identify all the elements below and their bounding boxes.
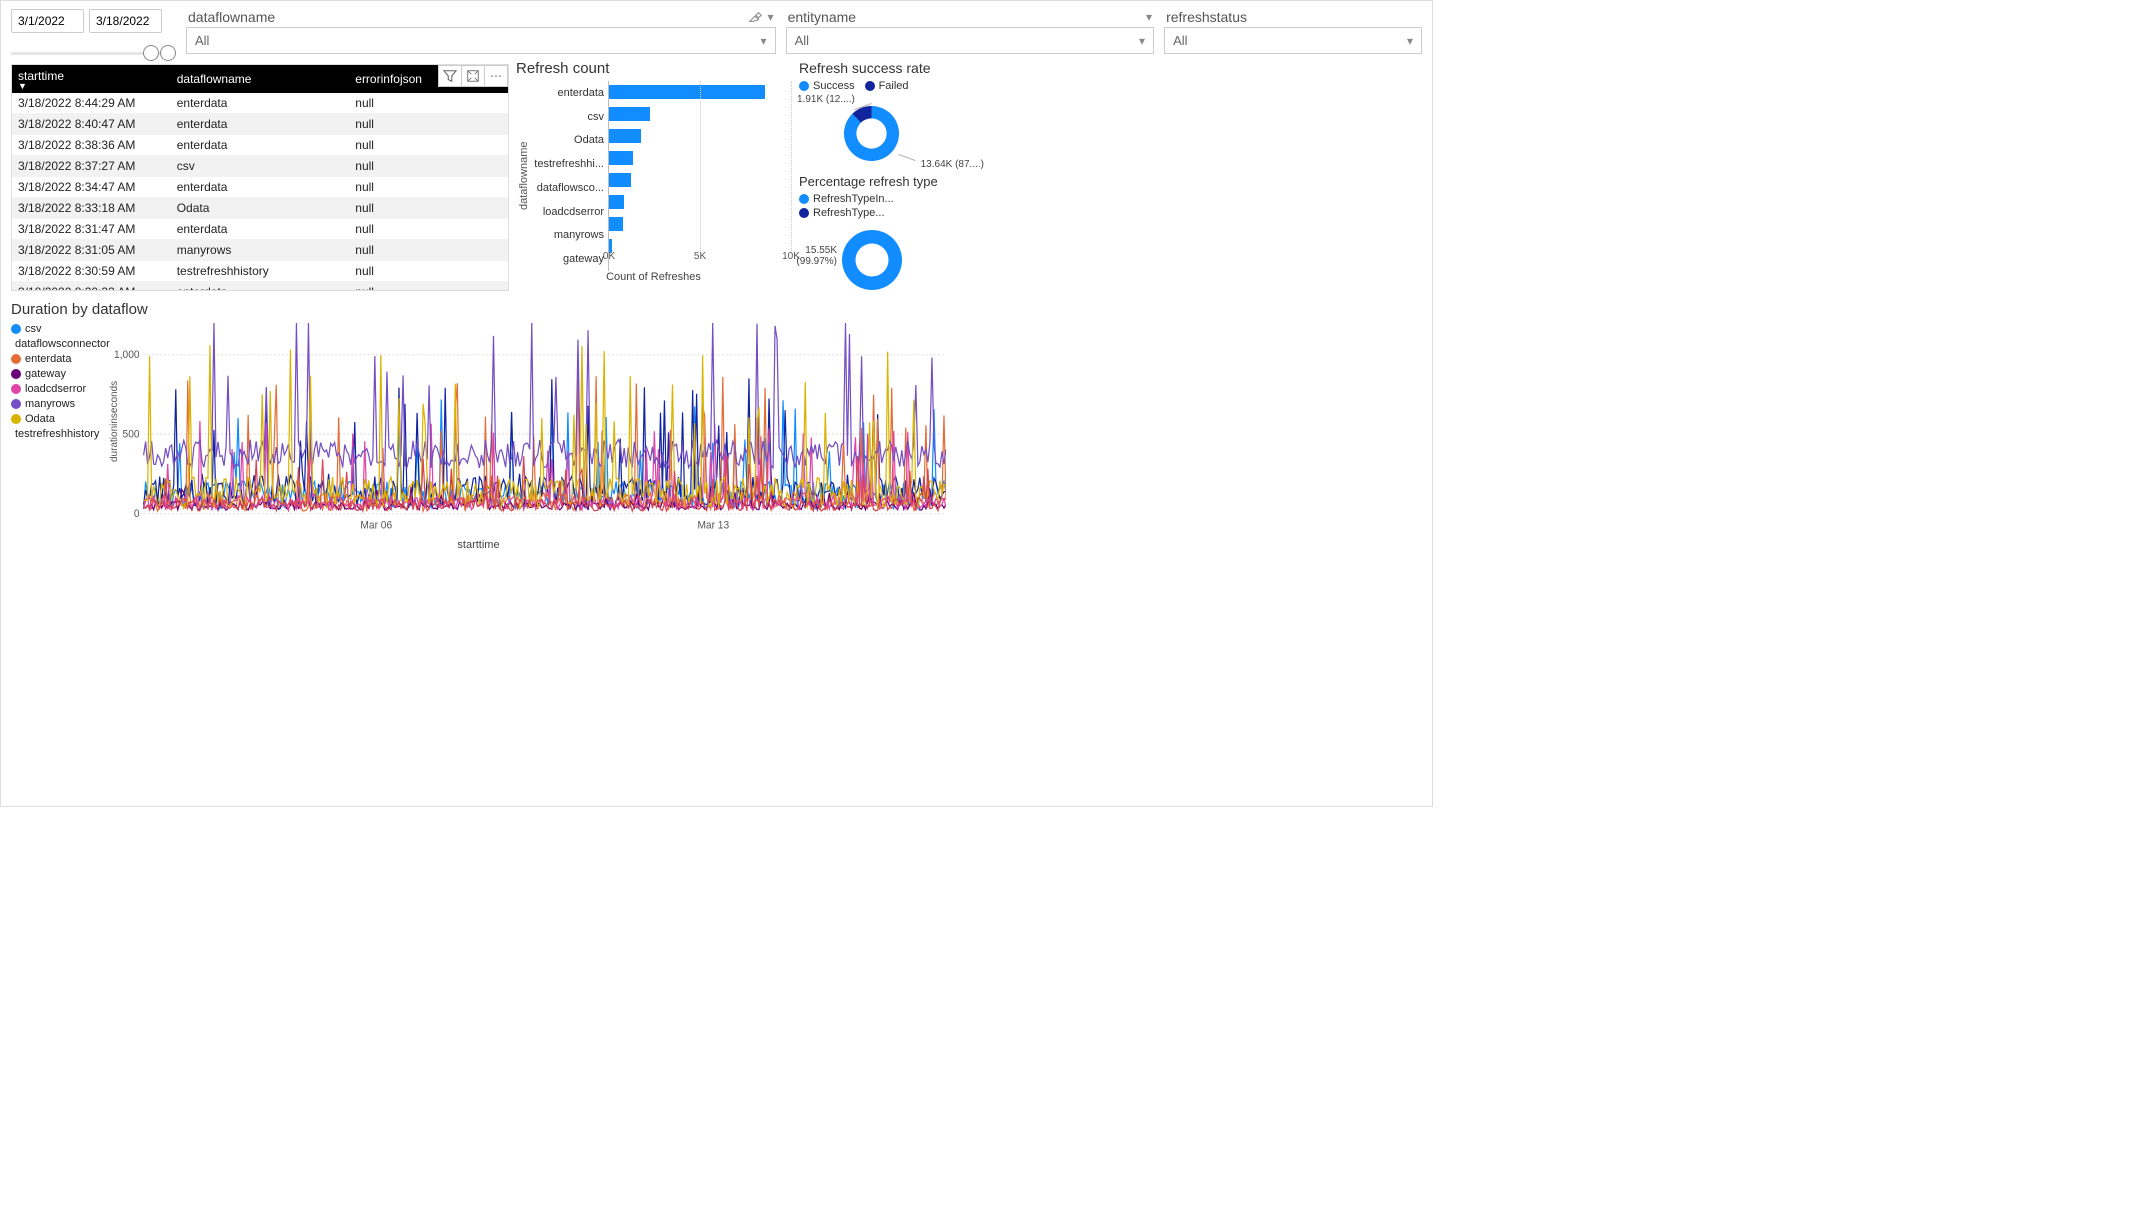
table-toolbar: ⋯ xyxy=(439,65,508,87)
bar[interactable] xyxy=(609,195,624,209)
svg-text:Mar 13: Mar 13 xyxy=(697,520,729,531)
chevron-down-icon: ▾ xyxy=(1407,34,1413,48)
chart-legend: csv dataflowsconnector enterdata gateway loa… xyxy=(11,323,106,443)
date-from-input[interactable] xyxy=(11,9,84,33)
focus-mode-icon[interactable] xyxy=(461,65,485,87)
table-row[interactable]: 3/18/2022 8:31:47 AMenterdatanull xyxy=(12,219,508,240)
chart-legend: Success Failed xyxy=(799,80,944,94)
legend-item[interactable]: testrefreshhistory xyxy=(11,428,96,440)
bar[interactable] xyxy=(609,151,633,165)
legend-item[interactable]: dataflowsconnector xyxy=(11,338,96,350)
right-column: Refresh success rate Success Failed 1.91K… xyxy=(799,60,944,298)
refresh-table[interactable]: ⋯ starttime▼dataflownameerrorinfojson 3/… xyxy=(11,64,509,291)
bar[interactable] xyxy=(609,85,765,99)
bar[interactable] xyxy=(609,129,641,143)
legend-item[interactable]: manyrows xyxy=(11,398,96,410)
legend-item[interactable]: gateway xyxy=(11,368,96,380)
legend-item[interactable]: loadcdserror xyxy=(11,383,96,395)
y-axis-label: dataflowname xyxy=(516,81,530,271)
donut: 1.91K (12....)13.64K (87....) xyxy=(799,98,944,168)
plot-area: 0 500 1,000 Mar 06 Mar 13 xyxy=(111,323,946,533)
slicer-label: entityname xyxy=(788,9,856,25)
slider-knob-to[interactable] xyxy=(160,45,176,61)
slice-label: 1.91K (12....) xyxy=(797,94,855,105)
legend-item[interactable]: csv xyxy=(11,323,96,335)
chart-title: Refresh success rate xyxy=(799,60,944,76)
table-row[interactable]: 3/18/2022 8:33:18 AMOdatanull xyxy=(12,198,508,219)
donut: 15.55K (99.97%) xyxy=(799,225,944,295)
dashboard: dataflowname ▾ All ▾ entityname ▾ All xyxy=(0,0,1433,807)
date-range-slicer xyxy=(11,9,176,61)
table-row[interactable]: 3/18/2022 8:44:29 AMenterdatanull xyxy=(12,93,508,114)
svg-text:0: 0 xyxy=(134,509,140,520)
slider-knob-from[interactable] xyxy=(143,45,159,61)
refresh-count-chart[interactable]: Refresh count dataflowname enterdatacsvO… xyxy=(516,60,791,298)
dataflowname-dropdown[interactable]: All ▾ xyxy=(186,27,776,54)
entityname-slicer: entityname ▾ All ▾ xyxy=(786,9,1154,54)
duration-chart[interactable]: Duration by dataflow csv dataflowsconnect… xyxy=(11,301,946,551)
x-axis: 0K5K10K xyxy=(609,251,791,267)
legend-item[interactable]: RefreshTypeIn... xyxy=(799,193,894,205)
bar[interactable] xyxy=(609,217,623,231)
bars-area: 0K5K10K xyxy=(608,81,791,271)
table-row[interactable]: 3/18/2022 8:30:33 AMenterdatanull xyxy=(12,282,508,291)
refreshstatus-dropdown[interactable]: All ▾ xyxy=(1164,27,1422,54)
bar[interactable] xyxy=(609,107,650,121)
chevron-down-icon: ▾ xyxy=(1139,34,1145,48)
slice-label: 15.55K (99.97%) xyxy=(789,245,837,267)
table-row[interactable]: 3/18/2022 8:38:36 AMenterdatanull xyxy=(12,135,508,156)
table-row[interactable]: 3/18/2022 8:37:27 AMcsvnull xyxy=(12,156,508,177)
slicer-label: dataflowname xyxy=(188,9,275,25)
date-slider[interactable] xyxy=(11,45,176,61)
filter-icon[interactable] xyxy=(438,65,462,87)
legend-item[interactable]: Odata xyxy=(11,413,96,425)
refreshstatus-slicer: refreshstatus All ▾ xyxy=(1164,9,1422,54)
chevron-down-icon: ▾ xyxy=(761,34,767,48)
bar[interactable] xyxy=(609,173,631,187)
entityname-dropdown[interactable]: All ▾ xyxy=(786,27,1154,54)
x-axis-label: Count of Refreshes xyxy=(516,271,791,283)
slicer-label: refreshstatus xyxy=(1166,9,1247,25)
svg-text:1,000: 1,000 xyxy=(114,350,140,361)
legend-item[interactable]: Failed xyxy=(865,80,909,92)
table-row[interactable]: 3/18/2022 8:30:59 AMtestrefreshhistorynu… xyxy=(12,261,508,282)
category-labels: enterdatacsvOdatatestrefreshhi...dataflo… xyxy=(530,81,608,271)
column-header[interactable]: starttime▼ xyxy=(12,65,171,93)
table-row[interactable]: 3/18/2022 8:40:47 AMenterdatanull xyxy=(12,114,508,135)
legend-item[interactable]: RefreshType... xyxy=(799,207,885,219)
column-header[interactable]: dataflowname xyxy=(171,65,350,93)
table-row[interactable]: 3/18/2022 8:34:47 AMenterdatanull xyxy=(12,177,508,198)
table-row[interactable]: 3/18/2022 8:31:05 AMmanyrowsnull xyxy=(12,240,508,261)
filter-bar: dataflowname ▾ All ▾ entityname ▾ All xyxy=(1,1,1432,61)
slice-label: 13.64K (87....) xyxy=(921,159,984,170)
success-rate-chart[interactable]: Refresh success rate Success Failed 1.91K… xyxy=(799,60,944,168)
chart-title: Percentage refresh type xyxy=(799,174,944,189)
svg-text:Mar 06: Mar 06 xyxy=(360,520,392,531)
chart-title: Refresh count xyxy=(516,60,791,77)
eraser-icon[interactable] xyxy=(748,10,762,24)
date-to-input[interactable] xyxy=(89,9,162,33)
chevron-down-icon[interactable]: ▾ xyxy=(1146,10,1152,24)
dataflowname-slicer: dataflowname ▾ All ▾ xyxy=(186,9,776,54)
legend-item[interactable]: Success xyxy=(799,80,855,92)
x-axis-label: starttime xyxy=(457,539,499,551)
chevron-down-icon[interactable]: ▾ xyxy=(768,10,774,24)
svg-text:500: 500 xyxy=(123,429,140,440)
legend-item[interactable]: enterdata xyxy=(11,353,96,365)
data-grid: starttime▼dataflownameerrorinfojson 3/18… xyxy=(12,65,508,290)
chart-title: Duration by dataflow xyxy=(11,301,946,318)
refresh-type-chart[interactable]: Percentage refresh type RefreshTypeIn...… xyxy=(799,174,944,295)
more-options-icon[interactable]: ⋯ xyxy=(484,65,508,87)
chart-legend: RefreshTypeIn... RefreshType... xyxy=(799,193,944,221)
